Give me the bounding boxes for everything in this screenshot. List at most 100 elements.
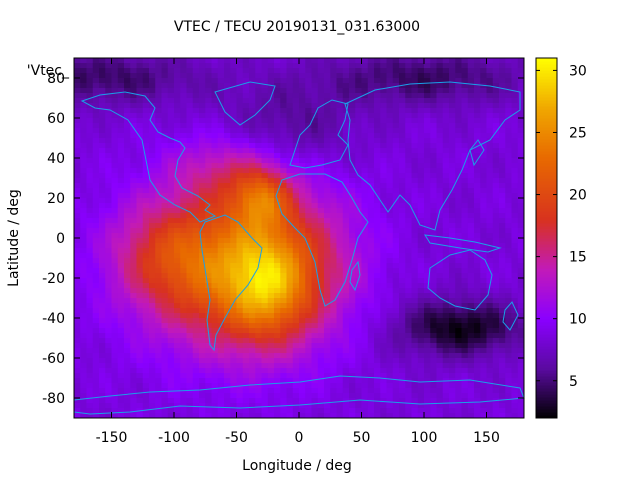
heatmap-cell: [224, 78, 231, 84]
heatmap-cell: [99, 238, 106, 244]
heatmap-cell: [274, 123, 281, 129]
heatmap-cell: [136, 328, 144, 334]
heatmap-cell: [436, 73, 444, 79]
heatmap-cell: [124, 133, 131, 139]
heatmap-cell: [499, 383, 506, 389]
heatmap-cell: [130, 193, 137, 199]
heatmap-cell: [242, 278, 250, 284]
heatmap-cell: [430, 228, 437, 234]
heatmap-cell: [86, 158, 94, 164]
heatmap-cell: [311, 73, 319, 79]
heatmap-cell: [92, 403, 100, 409]
heatmap-cell: [130, 203, 137, 209]
heatmap-cell: [517, 293, 525, 299]
heatmap-cell: [174, 233, 181, 239]
heatmap-cell: [486, 303, 494, 309]
heatmap-cell: [130, 98, 137, 104]
heatmap-cell: [361, 298, 369, 304]
heatmap-cell: [167, 253, 175, 259]
heatmap-cell: [142, 358, 150, 364]
heatmap-cell: [405, 243, 412, 249]
heatmap-cell: [411, 83, 419, 89]
heatmap-cell: [161, 258, 169, 264]
heatmap-cell: [274, 188, 281, 194]
heatmap-cell: [517, 203, 525, 209]
heatmap-cell: [317, 358, 325, 364]
heatmap-cell: [349, 288, 356, 294]
heatmap-cell: [92, 93, 100, 99]
heatmap-cell: [192, 83, 200, 89]
heatmap-cell: [186, 168, 194, 174]
heatmap-cell: [136, 118, 144, 124]
heatmap-cell: [230, 388, 237, 394]
heatmap-cell: [161, 388, 169, 394]
heatmap-cell: [249, 73, 256, 79]
heatmap-cell: [274, 328, 281, 334]
heatmap-cell: [424, 308, 431, 314]
heatmap-cell: [505, 258, 512, 264]
heatmap-cell: [280, 168, 287, 174]
heatmap-cell: [411, 148, 419, 154]
heatmap-cell: [117, 283, 125, 289]
heatmap-cell: [330, 213, 337, 219]
heatmap-cell: [224, 353, 231, 359]
heatmap-cell: [486, 163, 494, 169]
heatmap-cell: [399, 63, 406, 69]
heatmap-cell: [467, 218, 475, 224]
heatmap-cell: [349, 108, 356, 114]
heatmap-cell: [380, 98, 387, 104]
heatmap-cell: [374, 338, 381, 344]
heatmap-cell: [417, 88, 425, 94]
heatmap-cell: [355, 373, 362, 379]
heatmap-cell: [117, 268, 125, 274]
heatmap-cell: [192, 283, 200, 289]
heatmap-cell: [155, 348, 162, 354]
heatmap-cell: [180, 123, 187, 129]
heatmap-cell: [386, 98, 394, 104]
heatmap-cell: [317, 333, 325, 339]
heatmap-cell: [136, 268, 144, 274]
heatmap-cell: [286, 313, 294, 319]
heatmap-cell: [461, 198, 469, 204]
heatmap-cell: [174, 253, 181, 259]
heatmap-cell: [305, 323, 312, 329]
heatmap-cell: [249, 158, 256, 164]
heatmap-cell: [380, 253, 387, 259]
heatmap-cell: [436, 248, 444, 254]
heatmap-cell: [242, 113, 250, 119]
heatmap-cell: [499, 238, 506, 244]
heatmap-cell: [480, 98, 487, 104]
heatmap-cell: [80, 173, 87, 179]
heatmap-cell: [161, 303, 169, 309]
heatmap-cell: [349, 338, 356, 344]
heatmap-cell: [286, 153, 294, 159]
heatmap-cell: [186, 108, 194, 114]
heatmap-cell: [430, 58, 437, 64]
heatmap-cell: [249, 118, 256, 124]
heatmap-cell: [142, 253, 150, 259]
heatmap-cell: [236, 288, 244, 294]
heatmap-cell: [336, 283, 344, 289]
heatmap-cell: [80, 403, 87, 409]
heatmap-cell: [236, 138, 244, 144]
heatmap-cell: [217, 308, 225, 314]
heatmap-cell: [80, 338, 87, 344]
heatmap-cell: [230, 128, 237, 134]
heatmap-cell: [292, 313, 300, 319]
heatmap-cell: [336, 313, 344, 319]
heatmap-cell: [299, 268, 306, 274]
heatmap-cell: [380, 178, 387, 184]
heatmap-cell: [442, 213, 450, 219]
heatmap-cell: [461, 68, 469, 74]
heatmap-cell: [211, 358, 219, 364]
heatmap-cell: [261, 163, 269, 169]
heatmap-cell: [405, 328, 412, 334]
heatmap-cell: [74, 98, 81, 104]
heatmap-cell: [349, 298, 356, 304]
heatmap-cell: [355, 298, 362, 304]
heatmap-cell: [355, 88, 362, 94]
heatmap-cell: [336, 153, 344, 159]
heatmap-cell: [499, 273, 506, 279]
heatmap-cell: [361, 133, 369, 139]
heatmap-cell: [480, 373, 487, 379]
